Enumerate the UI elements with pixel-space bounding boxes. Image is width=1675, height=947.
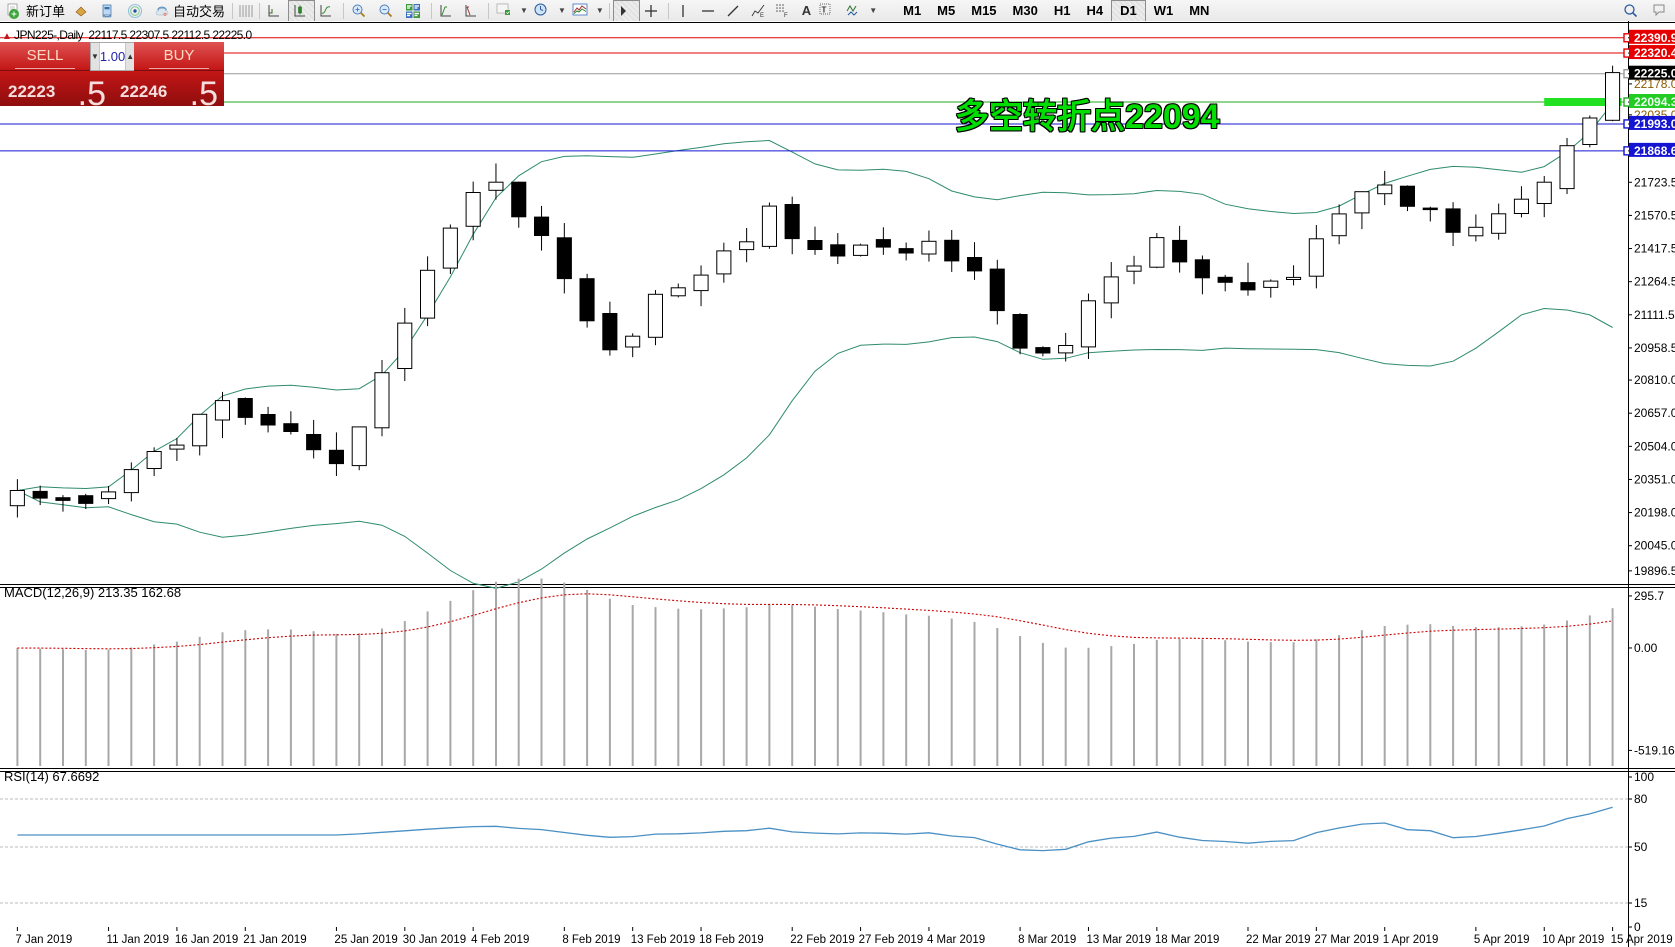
svg-text:-519.16: -519.16	[1634, 743, 1675, 757]
svg-text:1 Apr 2019: 1 Apr 2019	[1383, 934, 1439, 946]
svg-text:22 Mar 2019: 22 Mar 2019	[1246, 934, 1311, 946]
svg-text:50: 50	[1634, 840, 1648, 854]
svg-text:T: T	[822, 5, 827, 14]
svg-text:25 Jan 2019: 25 Jan 2019	[334, 934, 397, 946]
svg-text:0.00: 0.00	[1634, 641, 1658, 655]
svg-text:21868.6: 21868.6	[1634, 144, 1675, 158]
svg-text:30 Jan 2019: 30 Jan 2019	[403, 934, 466, 946]
svg-text:22225.0: 22225.0	[1634, 67, 1675, 81]
svg-text:20198.0: 20198.0	[1634, 506, 1675, 520]
svg-text:80: 80	[1634, 792, 1648, 806]
svg-text:8 Feb 2019: 8 Feb 2019	[562, 934, 620, 946]
svg-text:MACD(12,26,9) 213.35 162.68: MACD(12,26,9) 213.35 162.68	[4, 585, 181, 600]
svg-text:4 Mar 2019: 4 Mar 2019	[927, 934, 985, 946]
svg-text:13 Mar 2019: 13 Mar 2019	[1086, 934, 1151, 946]
svg-text:20810.0: 20810.0	[1634, 373, 1675, 387]
svg-text:21723.5: 21723.5	[1634, 175, 1675, 189]
svg-text:20958.5: 20958.5	[1634, 341, 1675, 355]
svg-text:0: 0	[1634, 920, 1641, 934]
svg-text:295.7: 295.7	[1634, 589, 1664, 603]
svg-text:22094.3: 22094.3	[1634, 95, 1675, 109]
svg-text:15 Apr 2019: 15 Apr 2019	[1611, 934, 1673, 946]
svg-text:13 Feb 2019: 13 Feb 2019	[631, 934, 696, 946]
svg-text:21111.5: 21111.5	[1634, 308, 1675, 322]
svg-text:21 Jan 2019: 21 Jan 2019	[243, 934, 306, 946]
svg-text:21993.0: 21993.0	[1634, 117, 1675, 131]
svg-text:21417.5: 21417.5	[1634, 242, 1675, 256]
svg-text:RSI(14) 67.6692: RSI(14) 67.6692	[4, 769, 99, 784]
svg-text:21570.5: 21570.5	[1634, 208, 1675, 222]
svg-text:20657.0: 20657.0	[1634, 406, 1675, 420]
svg-text:18 Mar 2019: 18 Mar 2019	[1155, 934, 1220, 946]
svg-text:22 Feb 2019: 22 Feb 2019	[790, 934, 855, 946]
svg-text:27 Mar 2019: 27 Mar 2019	[1314, 934, 1379, 946]
svg-text:18 Feb 2019: 18 Feb 2019	[699, 934, 764, 946]
svg-text:5 Apr 2019: 5 Apr 2019	[1474, 934, 1530, 946]
svg-text:8 Mar 2019: 8 Mar 2019	[1018, 934, 1076, 946]
svg-text:10 Apr 2019: 10 Apr 2019	[1542, 934, 1604, 946]
svg-text:4 Feb 2019: 4 Feb 2019	[471, 934, 529, 946]
svg-text:11 Jan 2019: 11 Jan 2019	[107, 934, 169, 946]
svg-text:27 Feb 2019: 27 Feb 2019	[859, 934, 924, 946]
svg-text:20351.0: 20351.0	[1634, 472, 1675, 486]
svg-text:22320.4: 22320.4	[1634, 46, 1675, 60]
svg-text:16 Jan 2019: 16 Jan 2019	[175, 934, 238, 946]
svg-text:21264.5: 21264.5	[1634, 275, 1675, 289]
svg-text:F: F	[784, 13, 788, 19]
svg-text:7 Jan 2019: 7 Jan 2019	[15, 934, 72, 946]
svg-text:19896.5: 19896.5	[1634, 564, 1675, 578]
svg-text:20045.0: 20045.0	[1634, 539, 1675, 553]
svg-text:15: 15	[1634, 896, 1648, 910]
svg-text:E: E	[760, 13, 764, 19]
svg-text:22390.9: 22390.9	[1634, 31, 1675, 45]
svg-text:20504.0: 20504.0	[1634, 439, 1675, 453]
svg-text:100: 100	[1634, 770, 1654, 784]
